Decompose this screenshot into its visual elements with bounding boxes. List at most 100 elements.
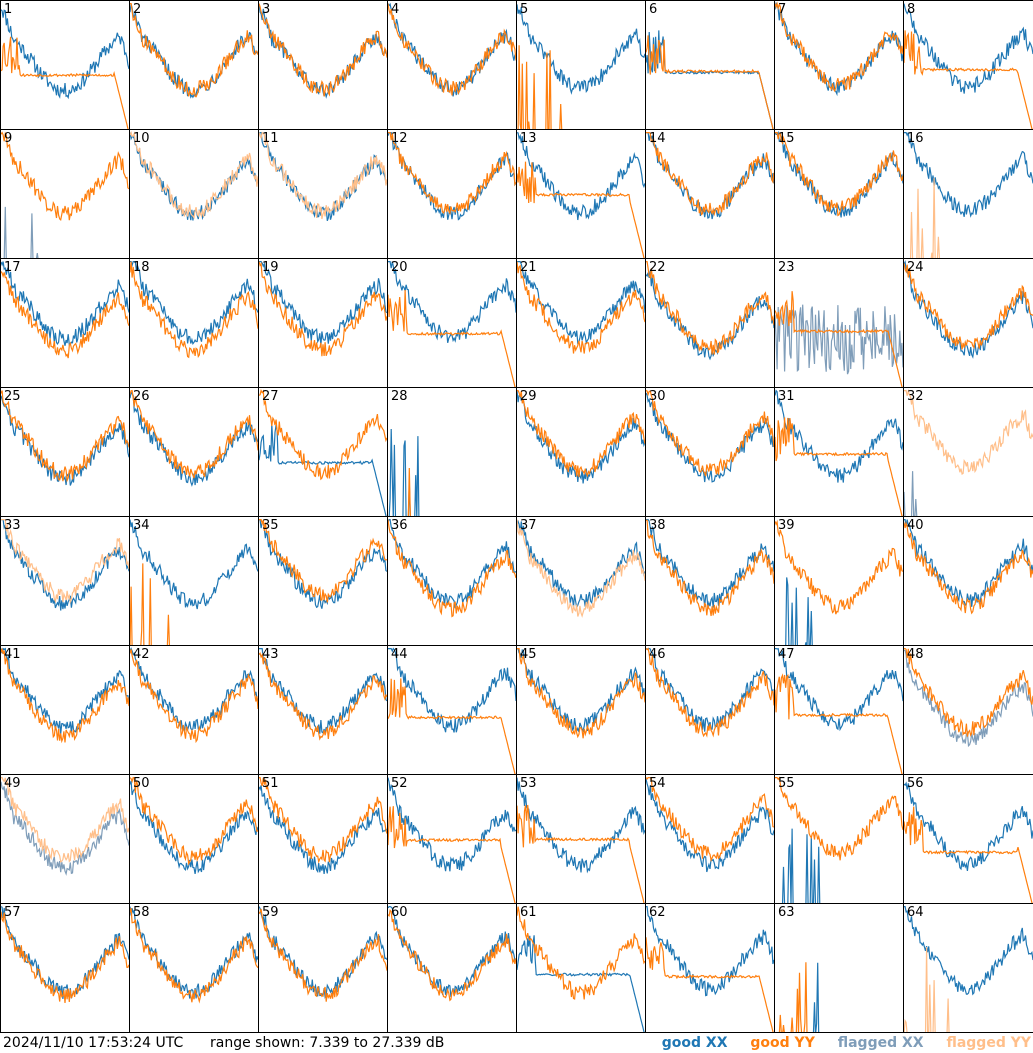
panel-number: 38 [649,518,666,533]
series-yy-33 [1,519,129,605]
panel-48-plot [904,648,1033,748]
series-xx-56 [904,781,1033,871]
panel-18-plot [130,261,258,359]
panel-20: 20 [387,258,517,388]
legend-good-yy: good YY [750,1035,815,1051]
series-yy-62 [646,937,774,1032]
panel-number: 35 [262,518,279,533]
series-xx-31 [775,389,903,483]
panel-38-plot [646,519,774,617]
panel-19: 19 [258,258,388,388]
panel-18: 18 [129,258,259,388]
panel-17-plot [1,261,129,359]
series-xx-7 [775,1,903,97]
panel-61: 61 [516,903,646,1033]
panel-62: 62 [645,903,775,1033]
panel-number: 58 [133,905,150,920]
series-xx-33 [1,519,129,611]
series-xx-54 [646,778,774,873]
panel-42-plot [130,647,258,744]
series-yy-23 [775,291,903,387]
panel-23: 23 [774,258,904,388]
series-xx-16 [904,132,1033,218]
series-xx-63 [812,962,820,1032]
panel-44-plot [388,647,516,774]
panel-number: 39 [778,518,795,533]
series-yy-31 [775,417,903,516]
series-xx-24 [904,259,1033,359]
panel-61-plot [517,906,645,1032]
panel-49-plot [1,777,129,876]
panel-24: 24 [903,258,1033,388]
series-yy-57 [1,911,129,1004]
panel-number: 63 [778,905,795,920]
panel-12-plot [388,131,516,221]
series-yy-38 [646,519,774,617]
panel-6-plot [646,30,774,129]
panel-number: 25 [4,389,21,404]
panel-7: 7 [774,0,904,130]
series-xx-17 [1,261,129,346]
panel-42: 42 [129,645,259,775]
series-xx-39 [785,577,813,645]
series-yy-4 [388,3,516,96]
footer: 2024/11/10 17:53:24 UTC range shown: 7.3… [0,1033,1033,1053]
panel-number: 54 [649,776,666,791]
series-yy-36 [388,519,516,618]
panel-7-plot [775,1,903,97]
panel-63-plot [778,962,820,1032]
panel-29-plot [517,390,645,484]
panel-number: 3 [262,2,271,17]
series-xx-4 [388,2,516,97]
panel-53: 53 [516,774,646,904]
panel-5-plot [517,4,645,129]
panel-2: 2 [129,0,259,130]
series-xx-29 [517,390,645,484]
panel-number: 32 [907,389,924,404]
panel-number: 52 [391,776,408,791]
series-xx-18 [130,261,258,346]
panel-6: 6 [645,0,775,130]
panel-35: 35 [258,516,388,646]
panel-39-plot [775,519,903,645]
panel-47-plot [775,647,903,774]
series-xx-62 [646,906,774,997]
series-yy-12 [388,132,516,216]
series-xx-49 [1,781,129,876]
legend-flagged-xx: flagged XX [837,1035,924,1051]
panel-number: 21 [520,260,537,275]
series-xx-27 [259,423,387,516]
panel-number: 23 [778,260,795,275]
series-xx-36 [388,519,516,609]
panel-number: 47 [778,647,795,662]
series-yy-55 [775,776,903,861]
panel-number: 62 [649,905,666,920]
series-xx-34 [130,519,258,610]
legend: good XX good YY flagged XX flagged YY [644,1033,1031,1053]
series-xx-12 [388,131,516,221]
panel-number: 55 [778,776,795,791]
panel-number: 7 [778,2,787,17]
panel-number: 44 [391,647,408,662]
panel-number: 20 [391,260,408,275]
panel-54-plot [646,776,774,873]
series-yy-22 [646,261,774,355]
panel-54: 54 [645,774,775,904]
series-xx-26 [130,390,258,487]
series-yy-26 [130,389,258,479]
panel-3: 3 [258,0,388,130]
panel-47: 47 [774,645,904,775]
series-yy-29 [517,390,645,478]
panel-number: 28 [391,389,408,404]
panel-59: 59 [258,903,388,1033]
panel-number: 61 [520,905,537,920]
series-yy-45 [517,648,645,739]
panel-number: 59 [262,905,279,920]
series-xx-41 [1,647,129,734]
panel-number: 8 [907,2,916,17]
series-yy-15 [775,132,903,217]
series-xx-48 [904,649,1033,748]
panel-63: 63 [774,903,904,1033]
panel-43: 43 [258,645,388,775]
